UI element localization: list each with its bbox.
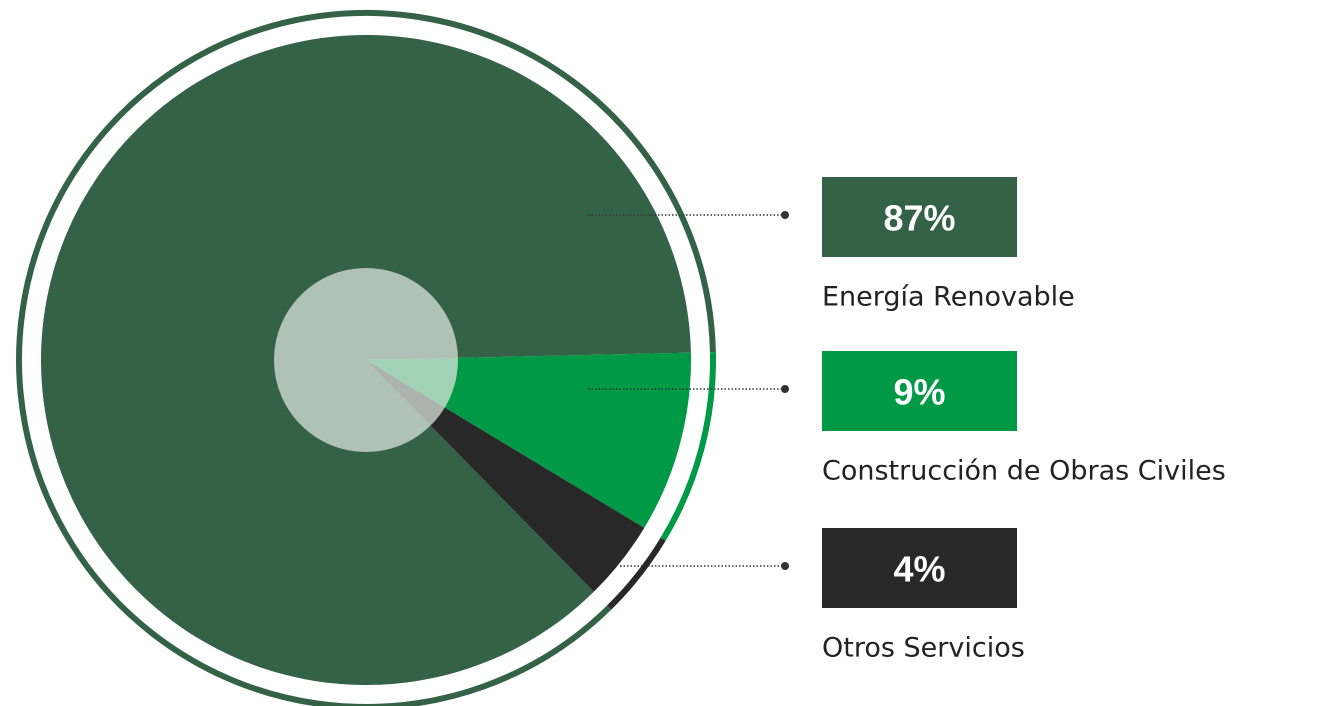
leader-dot: [781, 562, 789, 570]
value-label: 4%: [893, 549, 945, 590]
legend-box: [822, 351, 1017, 431]
pie-center: [274, 268, 458, 452]
pie-ring: [607, 537, 666, 610]
pie-ring: [660, 352, 716, 541]
legend-label: Otros Servicios: [822, 633, 1025, 664]
legend-label: Energía Renovable: [822, 282, 1075, 313]
legend-box: [822, 528, 1017, 608]
value-label: 87%: [883, 198, 955, 239]
pie-ring: [16, 10, 716, 706]
legend-label: Construcción de Obras Civiles: [822, 456, 1226, 487]
leader-dot: [781, 385, 789, 393]
value-label: 9%: [893, 372, 945, 413]
leader-dot: [781, 211, 789, 219]
legend-box: [822, 177, 1017, 257]
